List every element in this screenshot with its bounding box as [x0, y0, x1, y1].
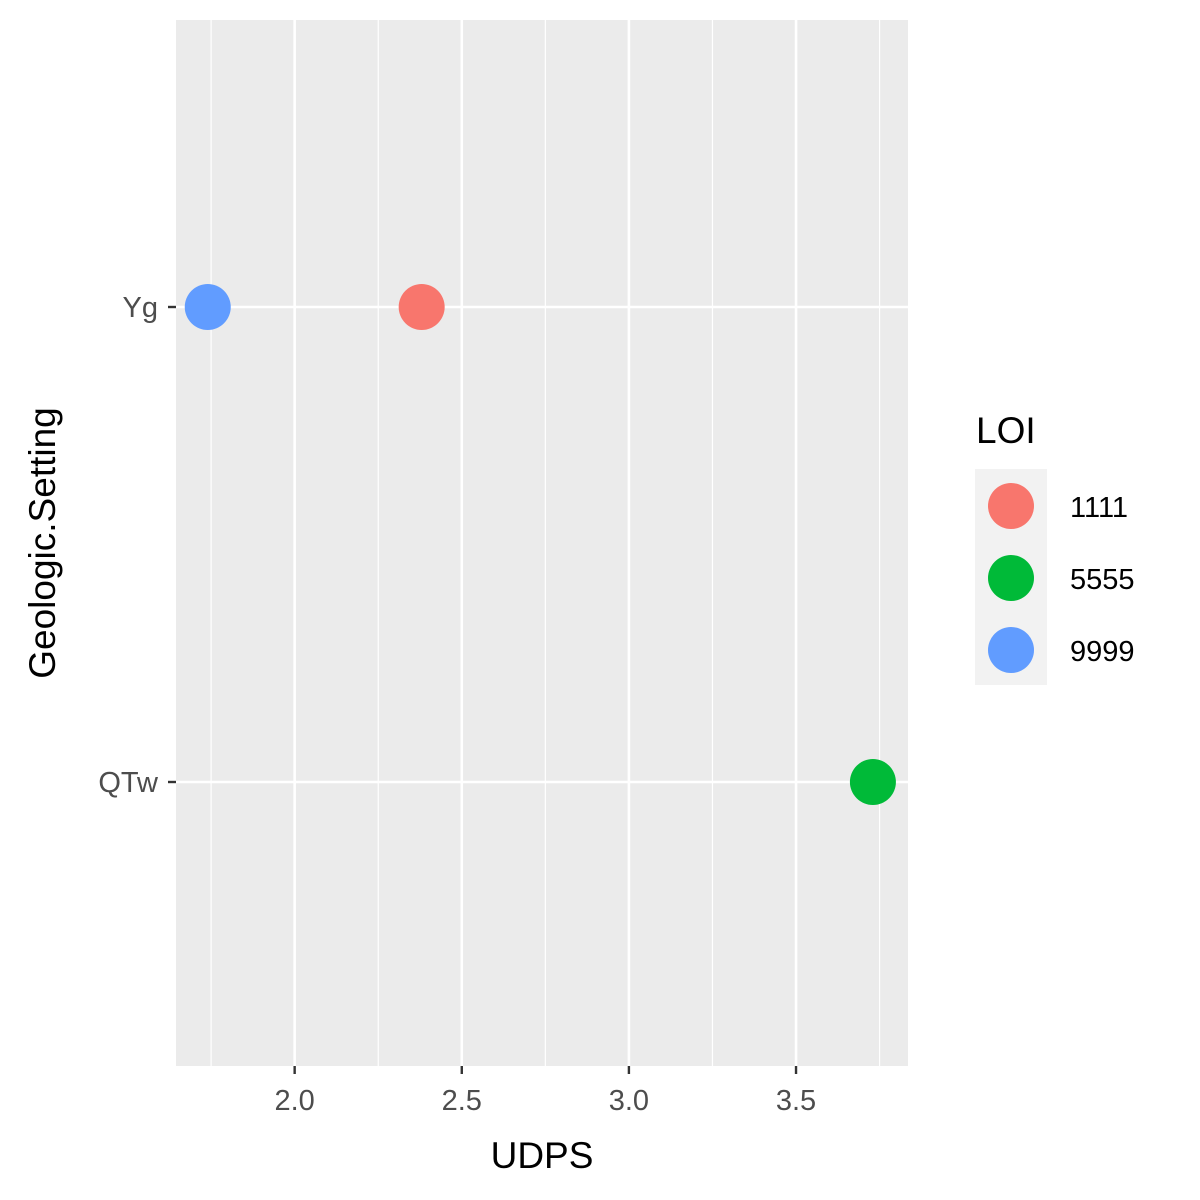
legend-entries: 1111 5555 9999: [988, 483, 1135, 673]
legend-key: [988, 627, 1034, 673]
legend-label: 9999: [1070, 636, 1135, 668]
x-axis: 2.0 2.5 3.0 3.5: [274, 1066, 816, 1117]
legend-key: [988, 483, 1034, 529]
x-axis-title: UDPS: [491, 1135, 594, 1176]
x-tick-label: 3.0: [609, 1085, 649, 1117]
data-point: [849, 759, 896, 805]
legend-label: 1111: [1070, 492, 1128, 524]
plot-panel: [176, 20, 908, 1066]
data-points: [184, 284, 896, 805]
y-axis: QTw Yg: [98, 292, 176, 799]
legend-label: 5555: [1070, 564, 1135, 596]
y-axis-title: Geologic.Setting: [22, 407, 63, 679]
major-gridlines: [176, 20, 908, 1066]
y-tick-label: Yg: [123, 292, 158, 324]
legend: LOI 1111 5555 9999: [975, 410, 1135, 685]
x-tick-label: 3.5: [776, 1085, 816, 1117]
data-point: [398, 284, 445, 330]
minor-gridlines: [210, 20, 881, 1066]
y-tick-label: QTw: [98, 767, 159, 799]
legend-key: [988, 555, 1034, 601]
x-tick-label: 2.5: [442, 1085, 482, 1117]
legend-title: LOI: [976, 410, 1036, 451]
x-tick-label: 2.0: [274, 1085, 314, 1117]
data-point: [184, 284, 231, 330]
